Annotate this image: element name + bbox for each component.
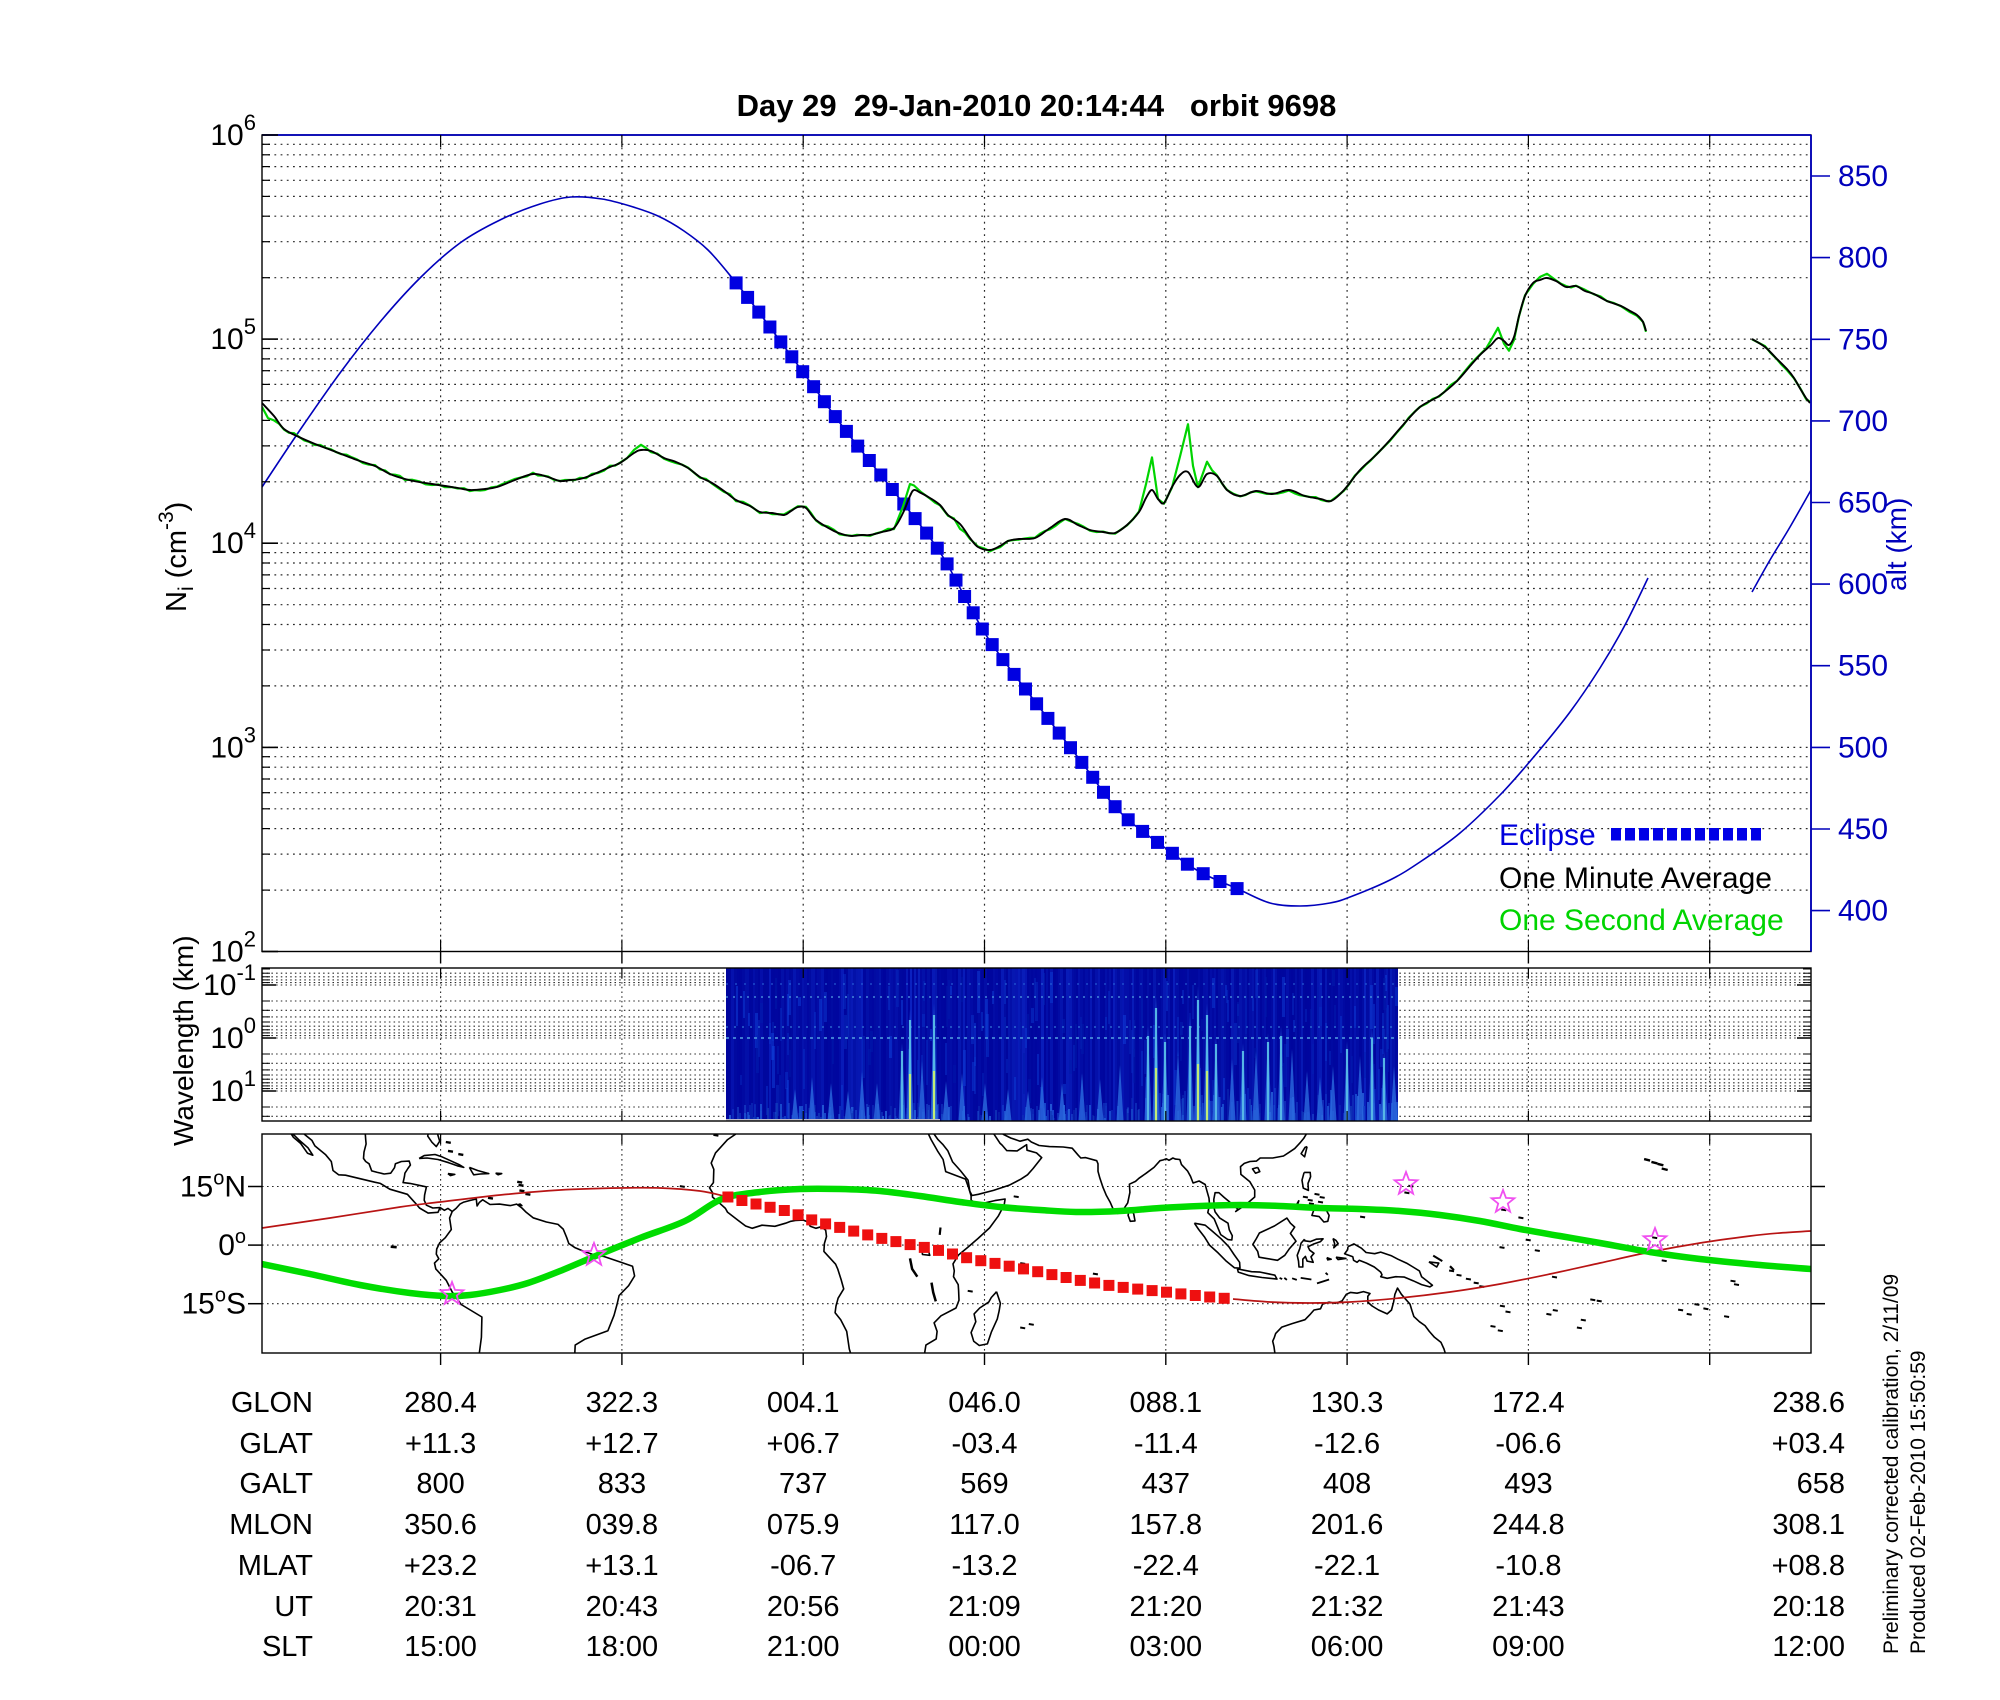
svg-text:21:43: 21:43 <box>1492 1591 1565 1623</box>
svg-text:+11.3: +11.3 <box>405 1428 476 1460</box>
svg-text:600: 600 <box>1838 568 1888 601</box>
svg-text:658: 658 <box>1797 1468 1845 1500</box>
svg-text:15oS: 15oS <box>181 1285 246 1321</box>
svg-text:00:00: 00:00 <box>948 1631 1021 1663</box>
svg-text:350.6: 350.6 <box>404 1509 477 1541</box>
svg-text:GLON: GLON <box>231 1387 313 1419</box>
svg-text:21:09: 21:09 <box>948 1591 1021 1623</box>
svg-text:18:00: 18:00 <box>586 1631 659 1663</box>
svg-text:117.0: 117.0 <box>949 1509 1019 1541</box>
svg-text:400: 400 <box>1838 895 1888 928</box>
svg-text:03:00: 03:00 <box>1130 1631 1203 1663</box>
svg-text:+23.2: +23.2 <box>404 1550 477 1582</box>
svg-text:130.3: 130.3 <box>1311 1387 1384 1419</box>
svg-text:-13.2: -13.2 <box>951 1550 1017 1582</box>
svg-text:450: 450 <box>1838 813 1888 846</box>
svg-text:21:32: 21:32 <box>1311 1591 1384 1623</box>
svg-text:Preliminary corrected calibrat: Preliminary corrected calibration, 2/11/… <box>1880 1274 1903 1654</box>
svg-text:800: 800 <box>1838 242 1888 275</box>
svg-text:408: 408 <box>1323 1468 1371 1500</box>
svg-text:046.0: 046.0 <box>948 1387 1021 1419</box>
svg-text:+03.4: +03.4 <box>1772 1428 1845 1460</box>
svg-text:650: 650 <box>1838 487 1888 520</box>
svg-text:Wavelength (km): Wavelength (km) <box>168 935 199 1146</box>
svg-text:700: 700 <box>1838 405 1888 438</box>
svg-text:+13.1: +13.1 <box>585 1550 658 1582</box>
svg-text:437: 437 <box>1142 1468 1190 1500</box>
svg-text:244.8: 244.8 <box>1492 1509 1565 1541</box>
svg-text:039.8: 039.8 <box>586 1509 659 1541</box>
svg-text:12:00: 12:00 <box>1772 1631 1845 1663</box>
svg-text:21:20: 21:20 <box>1130 1591 1203 1623</box>
svg-text:Ni (cm-3): Ni (cm-3) <box>155 502 198 612</box>
svg-text:075.9: 075.9 <box>767 1509 840 1541</box>
svg-text:Eclipse: Eclipse <box>1499 819 1596 852</box>
svg-text:20:43: 20:43 <box>586 1591 659 1623</box>
svg-text:+08.8: +08.8 <box>1772 1550 1845 1582</box>
svg-text:GLAT: GLAT <box>239 1428 313 1460</box>
svg-text:-11.4: -11.4 <box>1134 1428 1198 1460</box>
svg-text:+06.7: +06.7 <box>767 1428 840 1460</box>
svg-text:800: 800 <box>416 1468 464 1500</box>
svg-text:850: 850 <box>1838 160 1888 193</box>
svg-text:MLAT: MLAT <box>238 1550 313 1582</box>
svg-text:20:31: 20:31 <box>404 1591 477 1623</box>
svg-text:06:00: 06:00 <box>1311 1631 1384 1663</box>
svg-text:15:00: 15:00 <box>404 1631 477 1663</box>
svg-text:157.8: 157.8 <box>1130 1509 1203 1541</box>
svg-text:-06.6: -06.6 <box>1495 1428 1561 1460</box>
svg-text:One Minute Average: One Minute Average <box>1499 862 1772 895</box>
svg-text:Produced 02-Feb-2010 15:50:59: Produced 02-Feb-2010 15:50:59 <box>1907 1350 1930 1654</box>
svg-text:15oN: 15oN <box>180 1168 246 1204</box>
svg-text:GALT: GALT <box>239 1468 313 1500</box>
svg-text:-22.4: -22.4 <box>1133 1550 1199 1582</box>
svg-text:004.1: 004.1 <box>767 1387 840 1419</box>
svg-text:500: 500 <box>1838 731 1888 764</box>
svg-text:UT: UT <box>274 1591 313 1623</box>
svg-text:172.4: 172.4 <box>1492 1387 1565 1419</box>
svg-text:280.4: 280.4 <box>404 1387 477 1419</box>
svg-text:alt (km): alt (km) <box>1881 498 1912 591</box>
svg-text:Day 29 29-Jan-2010 20:14:44: Day 29 29-Jan-2010 20:14:44 orbit 9698 <box>737 88 1337 123</box>
svg-text:493: 493 <box>1504 1468 1552 1500</box>
svg-text:322.3: 322.3 <box>586 1387 659 1419</box>
svg-text:+12.7: +12.7 <box>585 1428 658 1460</box>
svg-text:-03.4: -03.4 <box>951 1428 1017 1460</box>
svg-text:737: 737 <box>779 1468 827 1500</box>
svg-text:20:18: 20:18 <box>1772 1591 1845 1623</box>
svg-text:One Second Average: One Second Average <box>1499 904 1784 937</box>
svg-text:569: 569 <box>960 1468 1008 1500</box>
svg-text:201.6: 201.6 <box>1311 1509 1384 1541</box>
svg-text:20:56: 20:56 <box>767 1591 840 1623</box>
svg-text:-06.7: -06.7 <box>770 1550 836 1582</box>
svg-text:21:00: 21:00 <box>767 1631 840 1663</box>
svg-text:-10.8: -10.8 <box>1495 1550 1561 1582</box>
svg-text:-12.6: -12.6 <box>1314 1428 1380 1460</box>
svg-text:238.6: 238.6 <box>1772 1387 1845 1419</box>
svg-text:833: 833 <box>598 1468 646 1500</box>
svg-text:SLT: SLT <box>262 1631 313 1663</box>
svg-text:MLON: MLON <box>229 1509 313 1541</box>
svg-text:550: 550 <box>1838 650 1888 683</box>
svg-text:308.1: 308.1 <box>1772 1509 1845 1541</box>
svg-text:750: 750 <box>1838 323 1888 356</box>
svg-text:088.1: 088.1 <box>1130 1387 1203 1419</box>
svg-text:09:00: 09:00 <box>1492 1631 1565 1663</box>
svg-text:-22.1: -22.1 <box>1314 1550 1380 1582</box>
